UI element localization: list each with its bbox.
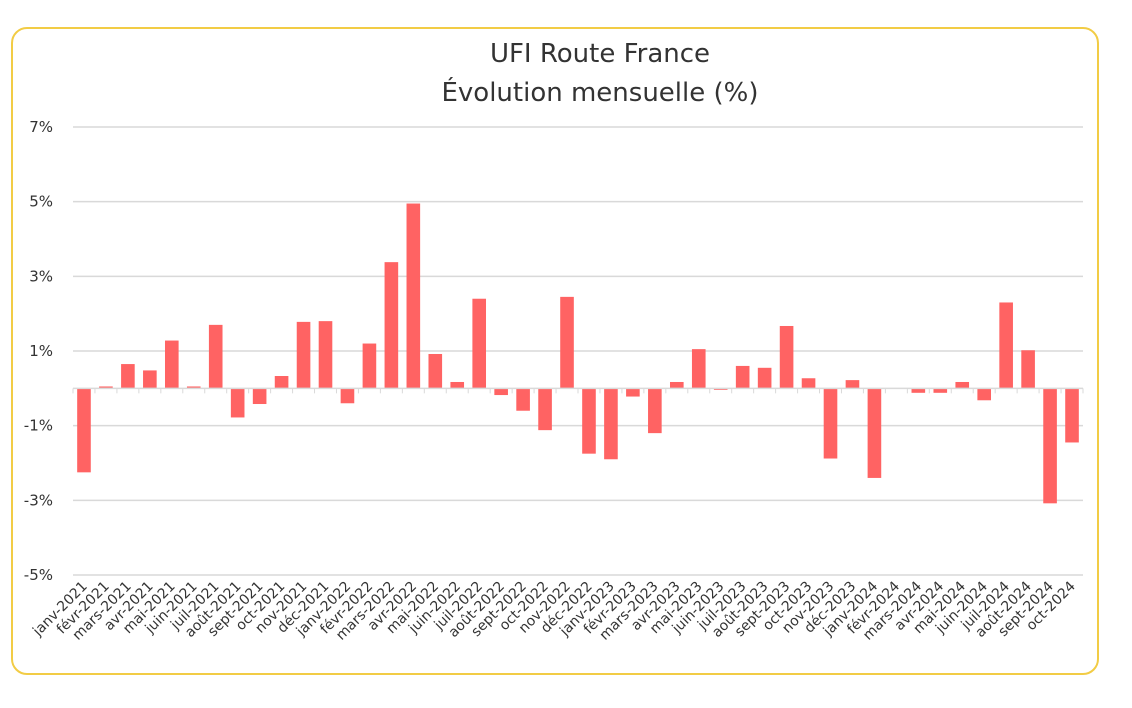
y-tick-label: -5% [24, 566, 53, 584]
bar [691, 349, 706, 389]
y-axis-ticks: -5% -3% -1% 1% 3% 5% 7% [24, 118, 53, 584]
y-tick-label: 5% [29, 193, 53, 211]
bar [582, 388, 596, 454]
x-axis-labels: janv-2021févr-2021mars-2021avr-2021mai-2… [29, 578, 1079, 643]
chart-frame: UFI Route France Évolution mensuelle (%)… [11, 27, 1099, 675]
bar [999, 302, 1013, 389]
bar [735, 365, 750, 389]
bar [845, 380, 860, 389]
y-tick-label: 7% [29, 118, 53, 136]
bar [77, 388, 91, 473]
bar [121, 364, 135, 389]
gridlines [73, 126, 1083, 576]
bar [230, 388, 245, 418]
bar [318, 321, 333, 389]
bar [164, 340, 179, 389]
bar [560, 296, 574, 389]
bar [340, 388, 355, 404]
y-tick-label: -3% [24, 491, 53, 509]
bar [626, 388, 640, 397]
bar [296, 321, 311, 389]
bar [1065, 388, 1079, 443]
bar-chart: UFI Route France Évolution mensuelle (%)… [24, 39, 1084, 644]
bar [823, 388, 838, 459]
bar [450, 381, 465, 389]
y-tick-label: 1% [29, 342, 53, 360]
bar [274, 376, 289, 389]
bar [933, 388, 948, 393]
bar [472, 298, 487, 389]
bar [1021, 350, 1035, 389]
bar [757, 367, 772, 389]
bar [143, 370, 157, 389]
bar [955, 381, 970, 389]
zero-axis [72, 387, 1084, 394]
bar [648, 388, 662, 434]
bar [516, 388, 530, 411]
y-tick-label: 3% [29, 267, 53, 285]
chart-subtitle: Évolution mensuelle (%) [441, 76, 758, 108]
y-tick-label: -1% [24, 417, 53, 435]
bar [252, 388, 267, 405]
bar [406, 203, 421, 389]
bar [208, 324, 223, 389]
chart-title: UFI Route France [490, 39, 710, 69]
bar [1043, 388, 1057, 504]
bar [867, 388, 882, 478]
bar [538, 388, 552, 431]
bar [428, 353, 443, 389]
bar [977, 388, 992, 401]
bar [669, 381, 684, 389]
bars [77, 203, 1079, 504]
bar [801, 378, 816, 389]
bar [779, 325, 794, 389]
bar [384, 262, 399, 389]
bar [604, 388, 618, 460]
bar [186, 386, 201, 389]
bar [494, 388, 508, 396]
bar [99, 386, 113, 389]
bar [911, 388, 926, 393]
bar [362, 343, 377, 389]
